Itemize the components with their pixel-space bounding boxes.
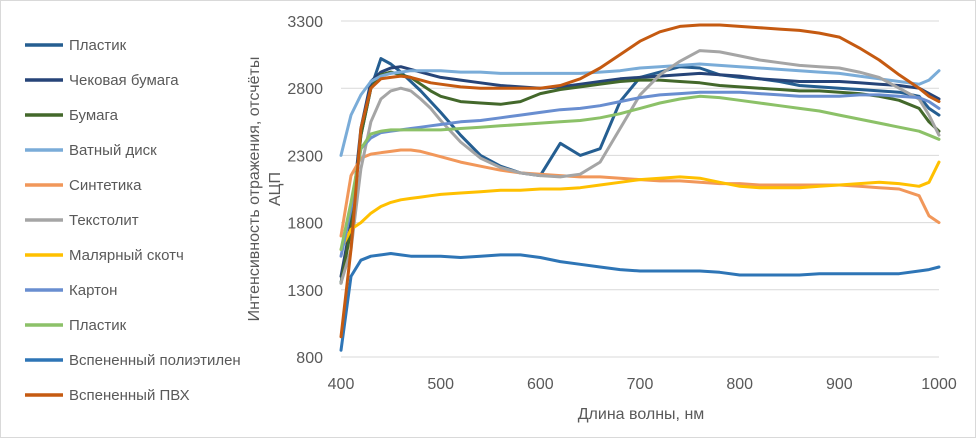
y-tick-label: 2300	[287, 148, 323, 165]
legend-label: Пластик	[69, 317, 127, 334]
legend-label: Текстолит	[69, 212, 139, 229]
legend-label: Вспененный полиэтилен	[69, 352, 241, 369]
x-tick-label: 900	[826, 376, 853, 393]
y-axis-label: Интенсивность отражения, отсчёты АЦП	[246, 57, 284, 322]
x-tick-label: 500	[427, 376, 454, 393]
y-tick-labels: 800 1300 1800 2300 2800 3300	[287, 14, 323, 367]
legend-label: Чековая бумага	[69, 72, 179, 89]
legend-label: Синтетика	[69, 177, 142, 194]
series-line-6	[339, 160, 941, 251]
series-layer	[339, 23, 941, 352]
series-line-9	[339, 252, 941, 352]
y-tick-label: 1800	[287, 216, 323, 233]
y-tick-label: 2800	[287, 81, 323, 98]
legend-label: Пластик	[69, 37, 127, 54]
series-line-1	[339, 65, 941, 278]
y-tick-label: 3300	[287, 14, 323, 31]
x-tick-label: 400	[328, 376, 355, 393]
x-tick-labels: 400 500 600 700 800 900 1000	[328, 376, 957, 393]
series-line-3	[339, 62, 941, 157]
legend-label: Картон	[69, 282, 117, 299]
x-axis-label: Длина волны, нм	[578, 406, 705, 423]
x-tick-label: 600	[527, 376, 554, 393]
legend-label: Бумага	[69, 107, 119, 124]
y-tick-label: 800	[296, 350, 323, 367]
x-tick-label: 700	[627, 376, 654, 393]
series-line-10	[339, 23, 941, 339]
series-line-5	[339, 49, 941, 285]
legend-label: Вспененный ПВХ	[69, 387, 190, 404]
legend: Пластик Чековая бумага Бумага Ватный диск Си…	[25, 37, 241, 404]
legend-label: Малярный скотч	[69, 247, 184, 264]
x-tick-label: 800	[726, 376, 753, 393]
legend-label: Ватный диск	[69, 142, 157, 159]
x-tick-label: 1000	[921, 376, 957, 393]
series-line-8	[339, 94, 941, 251]
y-tick-label: 1300	[287, 283, 323, 300]
